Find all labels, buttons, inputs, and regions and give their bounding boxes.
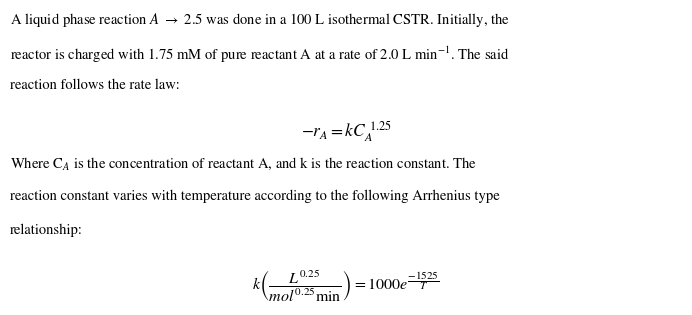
Text: reaction constant varies with temperature according to the following Arrhenius t: reaction constant varies with temperatur… [10,190,500,203]
Text: $-r_A = kC_A^{\ 1.25}$: $-r_A = kC_A^{\ 1.25}$ [301,119,391,144]
Text: $k\left(\dfrac{L^{0.25}}{mol^{0.25}\mathrm{min}}\right) = 1000e^{\dfrac{-1525}{T: $k\left(\dfrac{L^{0.25}}{mol^{0.25}\math… [253,269,439,305]
Text: reaction follows the rate law:: reaction follows the rate law: [10,78,180,92]
Text: reactor is charged with 1.75 mM of pure reactant A at a rate of 2.0 L min$^{-1}$: reactor is charged with 1.75 mM of pure … [10,45,510,65]
Text: A liquid phase reaction $A$ $\rightarrow$ 2.5 was done in a 100 L isothermal CST: A liquid phase reaction $A$ $\rightarrow… [10,11,511,29]
Text: relationship:: relationship: [10,223,83,237]
Text: Where C$_A$ is the concentration of reactant A, and k is the reaction constant. : Where C$_A$ is the concentration of reac… [10,156,477,172]
